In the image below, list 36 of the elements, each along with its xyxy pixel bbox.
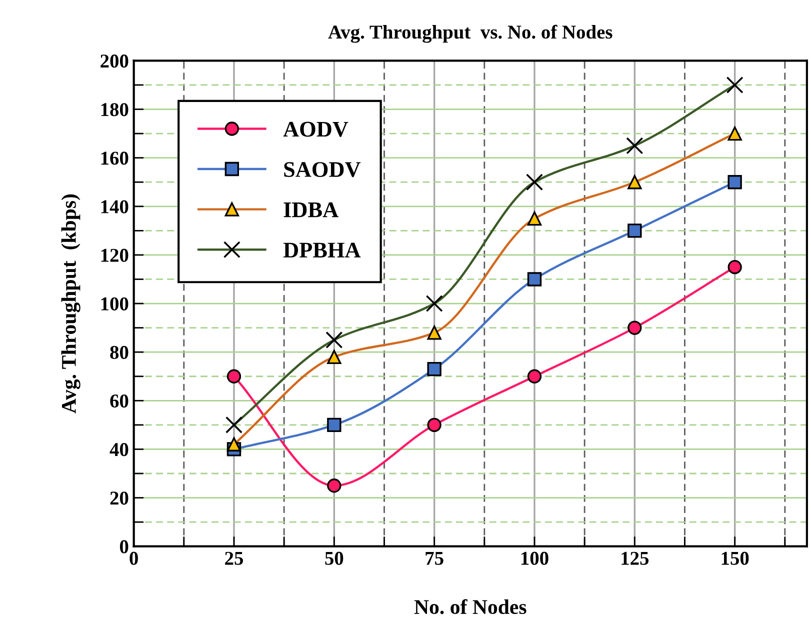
point	[427, 362, 442, 376]
point	[327, 478, 342, 493]
point	[728, 175, 742, 190]
y-tick-label: 60	[110, 394, 128, 408]
x-tick-label: 25	[225, 552, 243, 565]
x-tick-label: 0	[130, 552, 138, 565]
y-tick-label: 120	[101, 248, 128, 262]
point	[527, 272, 542, 286]
legend-label: IDBA	[284, 202, 338, 218]
point	[327, 418, 342, 432]
legend-label: DPBHA	[283, 242, 361, 258]
point	[628, 320, 642, 335]
x-tick-label: 75	[426, 552, 444, 565]
x-tick-label: 125	[622, 552, 649, 565]
legend-label: SAODV	[284, 162, 361, 178]
point	[728, 260, 742, 274]
x-axis-title: No. of Nodes	[414, 599, 526, 614]
point	[226, 369, 242, 384]
y-tick-label: 200	[100, 54, 128, 68]
y-tick-label: 140	[101, 200, 128, 214]
point	[427, 418, 442, 432]
x-tick-label: 100	[521, 552, 548, 565]
y-tick-label: 160	[101, 152, 128, 165]
y-tick-label: 180	[101, 103, 128, 116]
y-tick-label: 20	[110, 492, 128, 505]
y-tick-label: 80	[110, 346, 128, 360]
chart-title: Avg. Throughput vs. No. of Nodes	[328, 24, 612, 43]
point	[527, 369, 542, 384]
y-tick-label: 40	[110, 443, 128, 456]
point	[628, 224, 642, 238]
x-tick-label: 150	[722, 552, 749, 565]
y-tick-label: 0	[120, 540, 128, 554]
y-axis-title: Avg. Throughput (kbps)	[61, 194, 80, 414]
x-tick-label: 50	[325, 552, 344, 565]
y-tick-label: 100	[101, 297, 128, 310]
legend-label: AODV	[283, 122, 348, 137]
